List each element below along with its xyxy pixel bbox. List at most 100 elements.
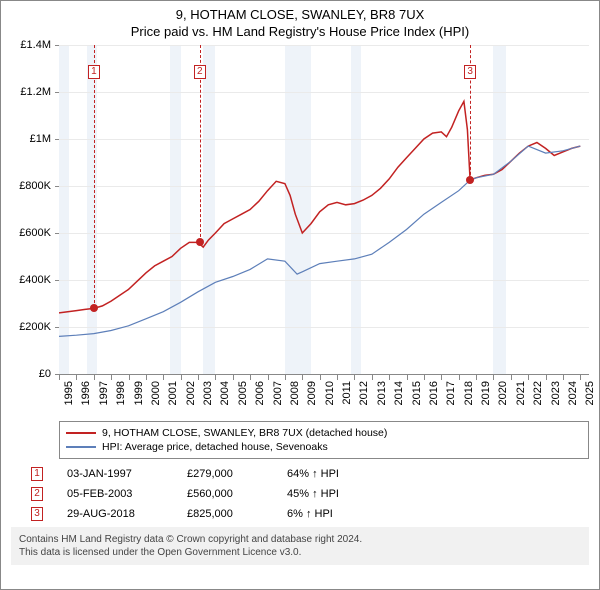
x-tick-label: 2016 (428, 381, 440, 405)
legend-swatch (66, 432, 96, 434)
x-tick (129, 375, 130, 380)
x-tick (459, 375, 460, 380)
x-tick-label: 1995 (63, 381, 75, 405)
sales-delta: 6% ↑ HPI (287, 508, 397, 520)
sales-date: 05-FEB-2003 (67, 488, 187, 500)
x-tick-label: 2019 (480, 381, 492, 405)
sales-price: £560,000 (187, 488, 287, 500)
legend-label: HPI: Average price, detached house, Seve… (102, 441, 328, 453)
marker-dot (90, 304, 98, 312)
legend-row: HPI: Average price, detached house, Seve… (66, 440, 582, 454)
x-tick-label: 2003 (202, 381, 214, 405)
legend-swatch (66, 446, 96, 448)
x-axis: 1995199619971998199920002001200220032004… (59, 375, 589, 415)
x-tick (493, 375, 494, 380)
x-tick-label: 2001 (167, 381, 179, 405)
x-tick (111, 375, 112, 380)
legend-label: 9, HOTHAM CLOSE, SWANLEY, BR8 7UX (detac… (102, 427, 387, 439)
x-tick (268, 375, 269, 380)
x-tick (372, 375, 373, 380)
x-tick (424, 375, 425, 380)
marker-line (94, 45, 95, 308)
footer-attribution: Contains HM Land Registry data © Crown c… (11, 527, 589, 565)
x-tick (528, 375, 529, 380)
series-price_paid (59, 101, 580, 313)
y-tick (55, 139, 59, 140)
sales-row: 329-AUG-2018£825,0006% ↑ HPI (31, 507, 589, 521)
y-tick-label: £600K (3, 227, 51, 239)
x-tick-label: 2025 (584, 381, 596, 405)
title-sub: Price paid vs. HM Land Registry's House … (9, 24, 591, 39)
chart-svg (59, 45, 589, 374)
x-tick-label: 1998 (115, 381, 127, 405)
sales-marker: 1 (31, 467, 43, 481)
sales-price: £279,000 (187, 468, 287, 480)
x-tick (215, 375, 216, 380)
plot-area: £0£200K£400K£600K£800K£1M£1.2M£1.4M123 (59, 45, 589, 375)
x-tick-label: 2011 (341, 381, 353, 405)
x-tick-label: 2004 (219, 381, 231, 405)
x-tick (233, 375, 234, 380)
series-hpi (59, 146, 580, 336)
y-tick (55, 45, 59, 46)
x-tick (563, 375, 564, 380)
x-tick (59, 375, 60, 380)
x-tick (250, 375, 251, 380)
x-tick (198, 375, 199, 380)
footer-line-2: This data is licensed under the Open Gov… (19, 546, 581, 559)
x-tick (76, 375, 77, 380)
x-tick (94, 375, 95, 380)
y-tick-label: £800K (3, 180, 51, 192)
y-tick-label: £200K (3, 321, 51, 333)
x-tick-label: 1997 (98, 381, 110, 405)
chart-container: 9, HOTHAM CLOSE, SWANLEY, BR8 7UX Price … (0, 0, 600, 590)
y-tick (55, 92, 59, 93)
x-tick (441, 375, 442, 380)
sales-date: 29-AUG-2018 (67, 508, 187, 520)
x-tick (407, 375, 408, 380)
y-tick (55, 233, 59, 234)
x-tick-label: 2015 (411, 381, 423, 405)
y-tick (55, 186, 59, 187)
x-tick-label: 2014 (393, 381, 405, 405)
x-tick-label: 2009 (306, 381, 318, 405)
y-tick-label: £1.2M (3, 86, 51, 98)
x-tick-label: 2010 (324, 381, 336, 405)
x-tick-label: 2013 (376, 381, 388, 405)
sales-row: 205-FEB-2003£560,00045% ↑ HPI (31, 487, 589, 501)
y-tick (55, 327, 59, 328)
x-tick (285, 375, 286, 380)
x-tick-label: 2021 (515, 381, 527, 405)
sales-marker: 2 (31, 487, 43, 501)
x-tick-label: 2007 (272, 381, 284, 405)
x-tick-label: 2024 (567, 381, 579, 405)
marker-dot (466, 176, 474, 184)
x-tick-label: 2022 (532, 381, 544, 405)
sales-date: 03-JAN-1997 (67, 468, 187, 480)
marker-box: 1 (88, 65, 100, 79)
x-tick (302, 375, 303, 380)
x-tick-label: 2018 (463, 381, 475, 405)
x-tick (354, 375, 355, 380)
marker-dot (196, 238, 204, 246)
marker-box: 2 (194, 65, 206, 79)
x-tick (476, 375, 477, 380)
title-block: 9, HOTHAM CLOSE, SWANLEY, BR8 7UX Price … (1, 1, 599, 41)
legend: 9, HOTHAM CLOSE, SWANLEY, BR8 7UX (detac… (59, 421, 589, 459)
x-tick (181, 375, 182, 380)
sales-delta: 64% ↑ HPI (287, 468, 397, 480)
y-tick (55, 280, 59, 281)
x-tick (320, 375, 321, 380)
sales-table: 1 03-JAN-1997£279,00064% ↑ HPI 2 05-FEB-200… (31, 467, 589, 521)
x-tick (580, 375, 581, 380)
x-tick-label: 1999 (133, 381, 145, 405)
x-tick (546, 375, 547, 380)
x-tick-label: 2017 (445, 381, 457, 405)
sales-price: £825,000 (187, 508, 287, 520)
x-tick (337, 375, 338, 380)
x-tick-label: 2005 (237, 381, 249, 405)
footer-line-1: Contains HM Land Registry data © Crown c… (19, 533, 581, 546)
x-tick-label: 2008 (289, 381, 301, 405)
x-tick (146, 375, 147, 380)
marker-box: 3 (464, 65, 476, 79)
